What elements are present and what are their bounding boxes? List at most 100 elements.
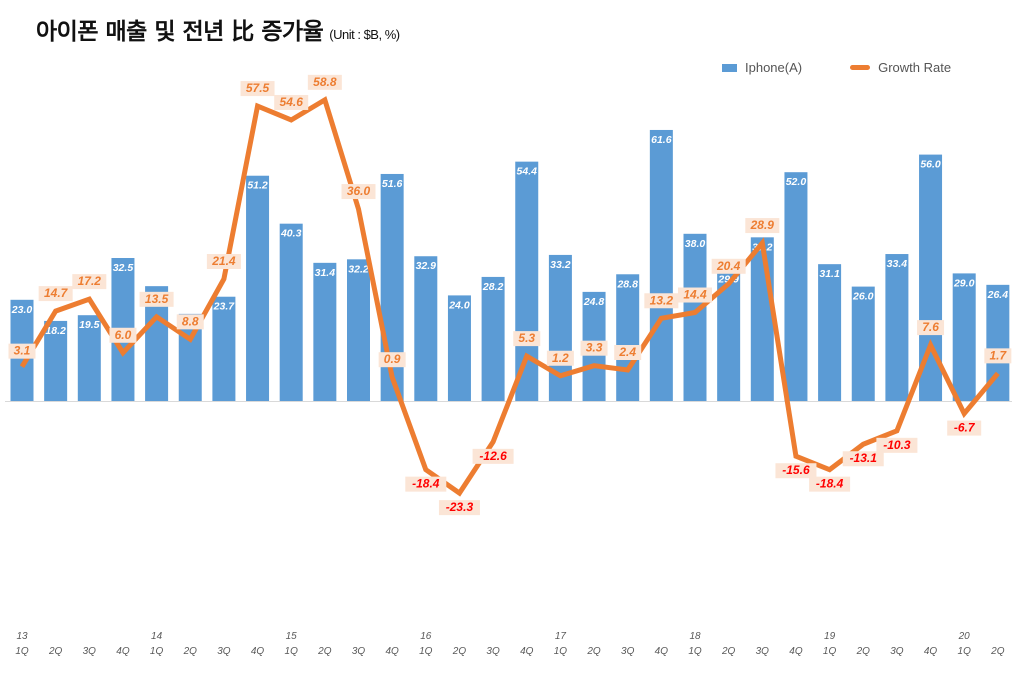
growth-label-bg bbox=[8, 343, 36, 359]
x-tick-year: 16 bbox=[420, 631, 432, 642]
bar-value-label: 28.8 bbox=[616, 278, 638, 290]
bar-iphone bbox=[414, 256, 438, 401]
x-tick-quarter: 2Q bbox=[586, 646, 601, 657]
growth-value-label: 20.4 bbox=[716, 259, 741, 273]
growth-label-bg bbox=[842, 451, 884, 467]
growth-value-label: -15.6 bbox=[782, 463, 810, 477]
legend-entry-growth: Growth Rate bbox=[878, 60, 952, 75]
bar-iphone bbox=[952, 273, 976, 401]
title-text: 아이폰 매출 및 전년 比 증가율 bbox=[36, 19, 324, 45]
growth-value-label: 13.2 bbox=[650, 293, 674, 307]
growth-value-label: 54.6 bbox=[280, 95, 304, 109]
growth-label-bg bbox=[206, 253, 241, 269]
growth-value-label: 14.7 bbox=[44, 286, 69, 300]
growth-value-label: 2.4 bbox=[618, 345, 636, 359]
bar-iphone bbox=[212, 296, 236, 401]
x-tick-quarter: 4Q bbox=[251, 646, 265, 657]
x-tick-quarter: 4Q bbox=[385, 646, 399, 657]
bar-value-label: 31.4 bbox=[315, 267, 336, 279]
x-tick-quarter: 3Q bbox=[352, 646, 366, 657]
x-tick-quarter: 1Q bbox=[419, 646, 433, 657]
bar-iphone bbox=[447, 295, 471, 401]
growth-label-bg bbox=[745, 218, 780, 234]
growth-value-label: -12.6 bbox=[479, 449, 507, 463]
growth-label-bg bbox=[947, 420, 982, 436]
bar-iphone bbox=[986, 284, 1010, 401]
x-tick-quarter: 1Q bbox=[958, 646, 972, 657]
x-tick-quarter: 1Q bbox=[554, 646, 568, 657]
growth-label-bg bbox=[240, 81, 275, 97]
growth-label-bg bbox=[917, 320, 945, 336]
x-tick-quarter: 4Q bbox=[520, 646, 534, 657]
bar-iphone bbox=[313, 262, 337, 401]
x-tick-quarter: 2Q bbox=[317, 646, 332, 657]
bar-iphone bbox=[44, 320, 68, 401]
growth-label-bg bbox=[307, 74, 342, 90]
bar-value-label: 26.4 bbox=[987, 289, 1009, 301]
x-tick-quarter: 3Q bbox=[890, 646, 904, 657]
legend: Iphone(A) Growth Rate bbox=[722, 60, 951, 75]
bar-value-label: 19.5 bbox=[79, 319, 100, 331]
growth-value-label: 14.4 bbox=[683, 288, 707, 302]
growth-value-label: -10.3 bbox=[883, 438, 911, 452]
bar-value-label: 61.6 bbox=[651, 134, 672, 146]
growth-value-label: 58.8 bbox=[313, 75, 337, 89]
x-tick-quarter: 1Q bbox=[823, 646, 837, 657]
growth-value-label: 6.0 bbox=[115, 328, 132, 342]
x-tick-quarter: 3Q bbox=[486, 646, 500, 657]
growth-label-bg bbox=[72, 274, 107, 290]
growth-value-label: -13.1 bbox=[850, 451, 878, 465]
bar-iphone bbox=[649, 129, 673, 401]
growth-value-label: 36.0 bbox=[347, 184, 371, 198]
growth-value-label: 13.5 bbox=[145, 292, 169, 306]
x-tick-quarter: 4Q bbox=[789, 646, 803, 657]
x-tick-quarter: 2Q bbox=[452, 646, 467, 657]
growth-value-label: 8.8 bbox=[182, 314, 199, 328]
growth-label-bg bbox=[405, 476, 447, 492]
growth-label-bg bbox=[38, 286, 73, 302]
x-tick-quarter: 1Q bbox=[688, 646, 702, 657]
legend-line-swatch bbox=[850, 65, 871, 70]
growth-value-label: 17.2 bbox=[78, 274, 102, 288]
growth-label-bg bbox=[678, 287, 712, 303]
bar-iphone bbox=[246, 175, 270, 401]
x-tick-year: 15 bbox=[286, 631, 298, 642]
bar-value-label: 51.2 bbox=[247, 180, 268, 192]
x-tick-quarter: 2Q bbox=[183, 646, 198, 657]
growth-value-label: 1.2 bbox=[552, 351, 569, 365]
x-tick-year: 17 bbox=[555, 631, 567, 642]
x-tick-year: 14 bbox=[151, 631, 163, 642]
growth-label-bg bbox=[438, 500, 480, 516]
x-tick-quarter: 3Q bbox=[83, 646, 97, 657]
growth-value-label: 1.7 bbox=[990, 348, 1008, 362]
bar-value-label: 23.7 bbox=[213, 301, 236, 313]
x-tick-quarter: 2Q bbox=[856, 646, 871, 657]
bar-value-label: 32.9 bbox=[416, 260, 437, 272]
bar-iphone bbox=[481, 276, 505, 401]
bar-value-label: 33.2 bbox=[550, 259, 571, 271]
growth-value-label: 28.9 bbox=[750, 218, 775, 232]
bar-iphone bbox=[616, 274, 640, 401]
growth-label-bg bbox=[711, 258, 746, 274]
x-tick-quarter: 4Q bbox=[924, 646, 938, 657]
bar-iphone bbox=[548, 254, 572, 401]
growth-value-label: -18.4 bbox=[412, 477, 440, 491]
growth-label-bg bbox=[876, 437, 918, 453]
bar-value-label: 29.0 bbox=[953, 277, 975, 289]
x-tick-quarter: 3Q bbox=[621, 646, 635, 657]
x-tick-quarter: 1Q bbox=[15, 646, 29, 657]
x-tick-year: 13 bbox=[16, 631, 28, 642]
bar-value-label: 52.0 bbox=[786, 176, 807, 188]
bar-value-label: 33.4 bbox=[887, 258, 908, 270]
bar-iphone bbox=[279, 223, 303, 401]
growth-value-label: 3.3 bbox=[586, 341, 603, 355]
growth-label-bg bbox=[109, 327, 137, 343]
growth-value-label: 21.4 bbox=[211, 254, 236, 268]
growth-label-bg bbox=[809, 476, 851, 492]
growth-label-bg bbox=[139, 291, 174, 307]
bar-iphone bbox=[717, 269, 741, 401]
x-tick-year: 20 bbox=[958, 631, 971, 642]
x-tick-quarter: 2Q bbox=[48, 646, 63, 657]
legend-entry-iphone: Iphone(A) bbox=[745, 60, 803, 75]
